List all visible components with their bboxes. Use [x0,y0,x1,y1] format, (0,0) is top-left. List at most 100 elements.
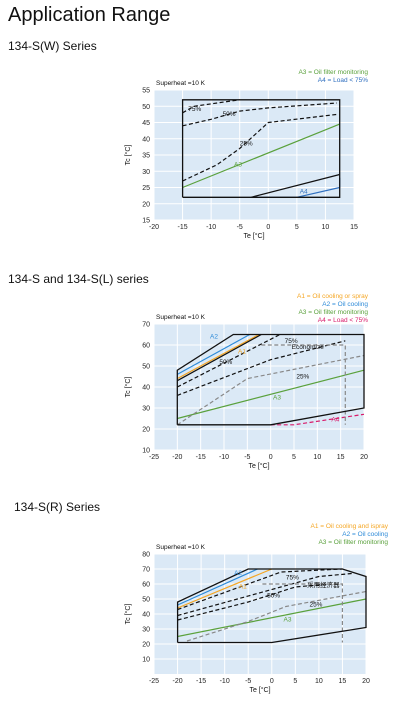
y-tick-label: 30 [142,627,150,634]
y-axis-label: Tc [°C] [124,604,132,625]
x-tick-label: 20 [360,454,368,461]
annotation-a3: A3 [234,161,242,168]
y-tick-label: 40 [142,612,150,619]
series-line-4 [177,568,343,611]
x-tick-label: 15 [339,678,347,685]
y-tick-label: 10 [142,448,150,455]
x-tick-label: -10 [219,454,229,461]
y-tick-label: 20 [142,642,150,649]
x-tick-label: -20 [149,224,159,231]
series-line-a3 [177,598,367,638]
series-line-a1 [177,333,260,380]
annotation-75: 75% [285,338,298,345]
y-tick-label: 10 [142,657,150,664]
legend-entry-1: A1 = Oil cooling or spray [297,293,369,300]
series-line-a3 [177,369,365,420]
annotation-50: 50% [223,111,236,118]
annotation-label-2: 采用经济器 [307,580,340,589]
x-tick-label: -5 [245,678,251,685]
section-title-sw: 134-S(W) Series [8,39,97,53]
series-line-6 [177,583,329,621]
y-tick-label: 20 [142,201,150,208]
annotation-a1: A1 [239,584,247,591]
annotation-a2: A2 [234,570,242,577]
section-title-s-and-sl: 134-S and 134-S(L) series [8,272,149,286]
series-line-a3 [182,123,340,189]
x-tick-label: -10 [220,678,230,685]
y-tick-label: 60 [142,343,150,350]
series-line-5 [182,102,337,127]
annotation-50: 50% [219,359,232,366]
series-line-a1 [177,568,273,609]
legend-entry-2: A2 = Oil cooling [322,301,368,308]
y-tick-label: 40 [142,136,150,143]
annotation-75: 75% [286,575,299,582]
x-tick-label: -5 [244,454,250,461]
chart-subtitle: Superheat =10 K [156,544,206,551]
annotation-a4: A4 [331,417,339,424]
annotation-economize: Economize [292,344,325,351]
y-axis-label: Tc [°C] [124,145,132,166]
series-line-6 [182,113,337,182]
x-axis-label: Te [°C] [243,232,264,240]
x-tick-label: -15 [196,678,206,685]
y-tick-label: 35 [142,153,150,160]
series-line-5 [177,333,262,382]
series-line-a2 [177,568,258,606]
x-tick-label: -15 [196,454,206,461]
x-tick-label: -25 [149,454,159,461]
y-tick-label: 30 [142,169,150,176]
envelope-boundary [176,568,367,644]
annotation-a4: A4 [300,188,308,195]
series-line-8 [262,583,343,643]
series-line-a4 [270,413,365,426]
annotation-25: 25% [240,140,253,147]
x-tick-label: -20 [172,678,182,685]
series-line-7 [177,340,346,396]
series-line-a2 [177,333,250,375]
series-line-5 [177,572,352,617]
x-tick-label: 0 [270,678,274,685]
x-tick-label: 5 [295,224,299,231]
series-line-4 [182,99,240,114]
x-tick-label: 10 [322,224,330,231]
envelope-boundary [176,333,365,426]
y-tick-label: 80 [142,552,150,559]
annotation-a2: A2 [210,334,218,341]
series-line-8 [176,354,365,426]
x-tick-label: -5 [237,224,243,231]
y-tick-label: 45 [142,120,150,127]
x-tick-label: 5 [293,678,297,685]
x-tick-label: -15 [178,224,188,231]
legend-entry-3: A3 = Oil filter monitoring [298,309,368,316]
legend-entry-1: A1 = Oil cooling and ispray [310,523,388,530]
y-tick-label: 30 [142,406,150,413]
x-tick-label: 10 [315,678,323,685]
y-tick-label: 40 [142,385,150,392]
series-line-9 [261,344,346,425]
x-tick-label: 10 [313,454,321,461]
annotation-a3: A3 [284,617,292,624]
x-tick-label: -20 [172,454,182,461]
legend-entry-4: A4 = Load < 75% [318,317,368,324]
x-tick-label: 0 [266,224,270,231]
annotation-25: 25% [309,602,322,609]
x-tick-label: 0 [269,454,273,461]
annotation-50: 50% [267,593,280,600]
chart-subtitle: Superheat =10 K [156,80,206,87]
legend-entry-2: A2 = Oil cooling [342,531,388,538]
y-axis-label: Tc [°C] [124,377,132,398]
y-tick-label: 70 [142,567,150,574]
x-tick-label: 15 [350,224,358,231]
legend-entry-3: A3 = Oil filter monitoring [318,539,388,546]
annotation-75: 75% [188,106,201,113]
envelope-boundary [181,99,341,198]
y-tick-label: 70 [142,322,150,329]
y-tick-label: 20 [142,427,150,434]
annotation-25: 25% [296,374,309,381]
y-tick-label: 60 [142,582,150,589]
x-tick-label: -25 [149,678,159,685]
annotation-a3: A3 [273,395,281,402]
series-line-7 [186,590,367,642]
